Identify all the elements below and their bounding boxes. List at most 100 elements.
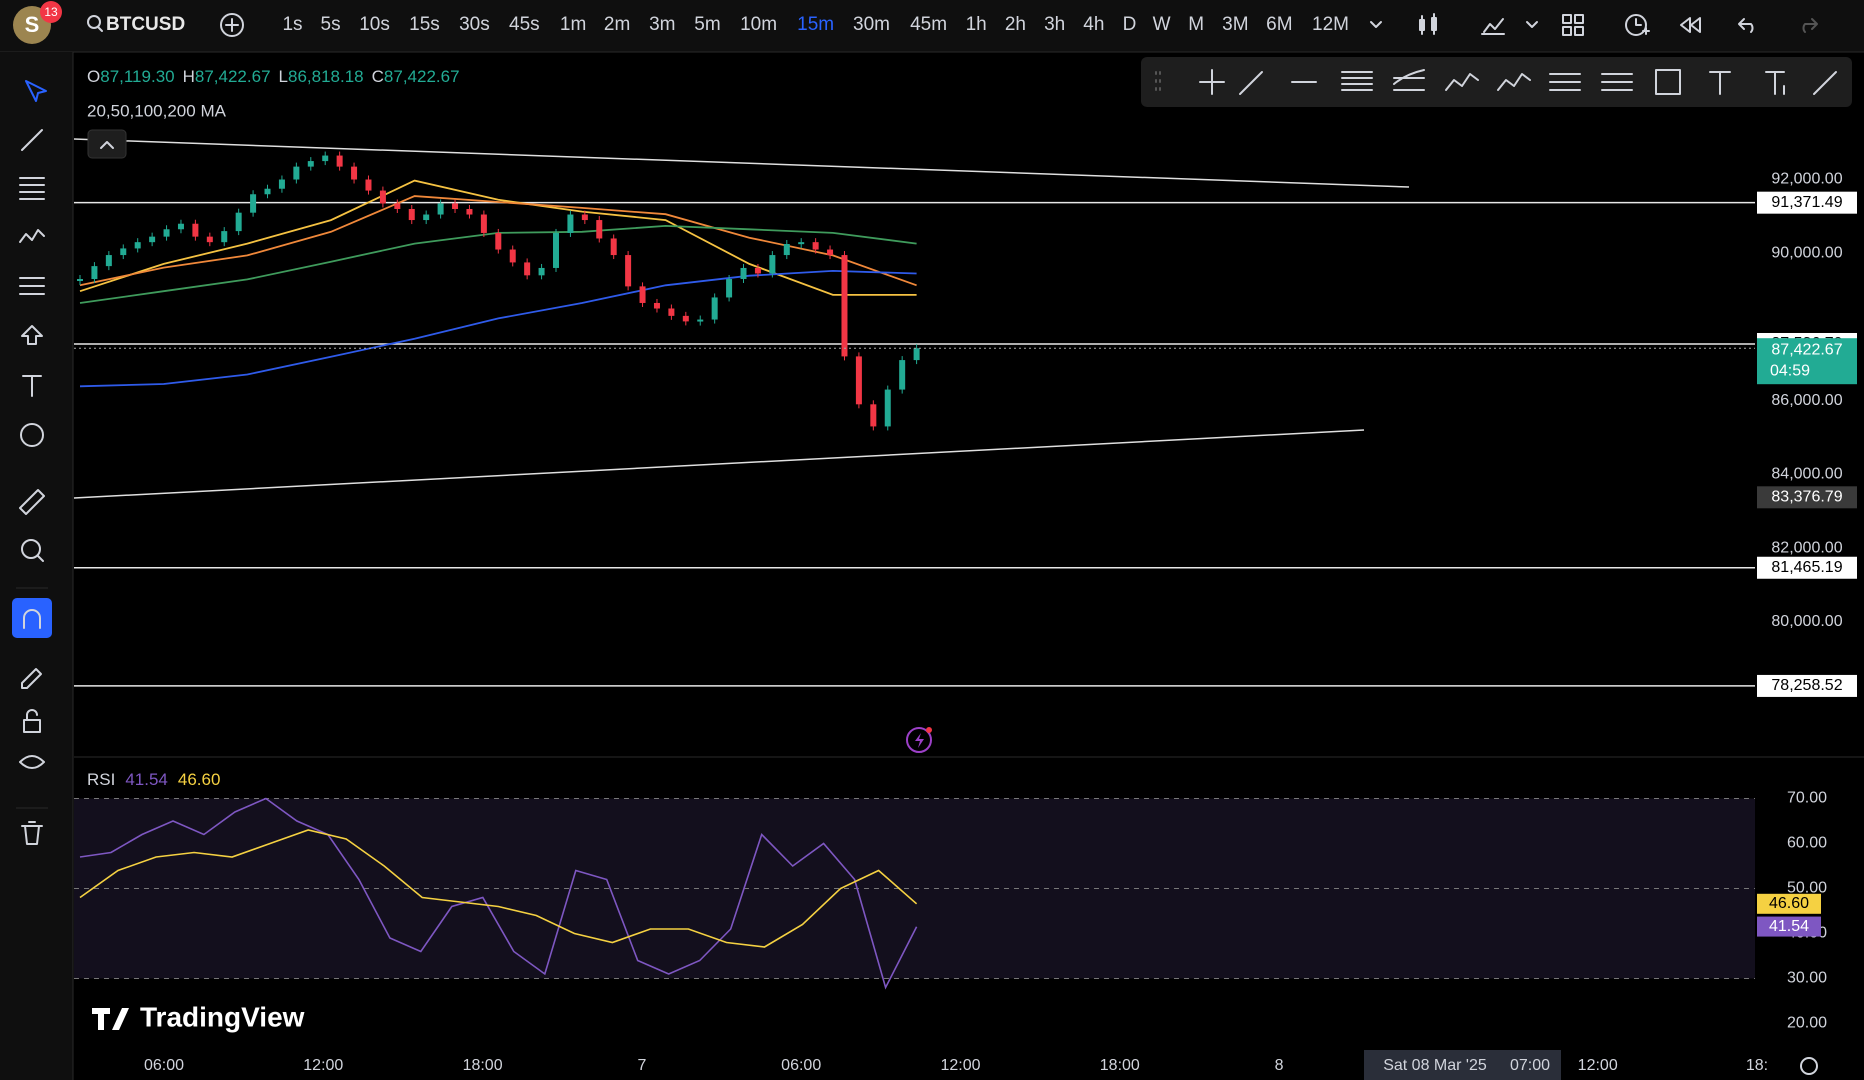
candle xyxy=(639,286,646,303)
interval[interactable]: 5s xyxy=(321,14,341,35)
candle xyxy=(466,208,473,215)
delete-tool[interactable] xyxy=(21,821,43,845)
ohlc-key: H xyxy=(183,67,195,86)
forecast-tool[interactable] xyxy=(1549,73,1581,91)
moving-average xyxy=(79,269,917,388)
interval[interactable]: 4h xyxy=(1083,14,1104,35)
anchored-text-tool[interactable] xyxy=(1765,71,1785,95)
time-label: 18:00 xyxy=(463,1057,503,1074)
candle xyxy=(91,266,98,280)
rsi-tick-label: 50.00 xyxy=(1787,880,1827,897)
visibility-tool[interactable] xyxy=(19,755,45,769)
interval[interactable]: 1m xyxy=(560,14,586,35)
text-tool[interactable] xyxy=(22,375,42,397)
interval[interactable]: 3M xyxy=(1222,14,1248,35)
watermark: TradingView xyxy=(140,1001,305,1032)
add-symbol[interactable] xyxy=(220,13,244,37)
interval[interactable]: M xyxy=(1188,14,1204,35)
measure-tool[interactable] xyxy=(19,489,45,515)
crosshair-time: 07:00 xyxy=(1510,1057,1550,1074)
y-tick-label: 80,000.00 xyxy=(1771,613,1842,630)
candle xyxy=(394,203,401,209)
abcd-tool[interactable] xyxy=(1497,73,1531,91)
interval[interactable]: 3m xyxy=(649,14,675,35)
interval[interactable]: 45m xyxy=(910,14,947,35)
interval[interactable]: 10s xyxy=(359,14,390,35)
zoom-tool[interactable] xyxy=(21,539,41,559)
y-tick-label: 86,000.00 xyxy=(1771,392,1842,409)
candle xyxy=(177,223,184,230)
interval[interactable]: 1h xyxy=(966,14,987,35)
line-tool[interactable] xyxy=(1239,71,1263,95)
lock-drawing-tool[interactable] xyxy=(21,668,42,689)
ohlc-value: 86,818.18 xyxy=(288,67,364,86)
trendline-tool[interactable] xyxy=(21,129,43,151)
crosshair-tool[interactable] xyxy=(1199,69,1225,95)
rsi-tick-label: 20.00 xyxy=(1787,1015,1827,1032)
interval-list: 1s 5s 10s 15s 30s 45s 1m 2m 3m 5m 10m 15m 30m 45m 1h 2h… xyxy=(282,14,1349,35)
fib-tool[interactable] xyxy=(19,177,45,200)
magnet-tool[interactable] xyxy=(12,598,52,638)
level-label: 78,258.52 xyxy=(1771,677,1842,694)
candle xyxy=(913,348,920,361)
moving-average xyxy=(79,195,917,287)
drawing-tools xyxy=(1155,69,1837,95)
interval[interactable]: 5m xyxy=(694,14,720,35)
candle xyxy=(884,389,891,427)
cursor-tool[interactable] xyxy=(25,80,47,102)
rectangle-tool[interactable] xyxy=(1655,69,1681,95)
candle xyxy=(206,236,213,243)
time-label: 06:00 xyxy=(144,1057,184,1074)
magnet-icon xyxy=(23,609,41,629)
lock-tool[interactable] xyxy=(23,709,41,733)
symbol[interactable]: BTCUSD xyxy=(106,14,185,35)
collapse-legend[interactable] xyxy=(87,129,127,159)
search-icon[interactable] xyxy=(87,15,103,32)
interval[interactable]: 15s xyxy=(409,14,440,35)
candle xyxy=(697,319,704,322)
pattern-tool[interactable] xyxy=(19,229,45,243)
forecast-tool[interactable] xyxy=(19,277,45,295)
settings-icon[interactable] xyxy=(1800,1057,1818,1075)
candle xyxy=(812,242,819,250)
rsi-line xyxy=(79,797,918,990)
trend-line[interactable] xyxy=(73,138,1410,188)
shapes-tool[interactable] xyxy=(21,325,43,345)
interval[interactable]: 2h xyxy=(1005,14,1026,35)
y-tick-label: 82,000.00 xyxy=(1771,539,1842,556)
candle xyxy=(192,223,199,237)
time-label: 12:00 xyxy=(940,1057,980,1074)
lightning-dot xyxy=(926,727,932,733)
interval[interactable]: 6M xyxy=(1266,14,1292,35)
brush-tool[interactable] xyxy=(1813,71,1837,95)
interval[interactable]: 3h xyxy=(1044,14,1065,35)
projection-tool[interactable] xyxy=(1601,73,1633,91)
candle xyxy=(120,248,127,256)
interval[interactable]: 1s xyxy=(282,14,302,35)
y-tick-label: 90,000.00 xyxy=(1771,244,1842,261)
interval[interactable]: 30s xyxy=(459,14,490,35)
interval[interactable]: 12M xyxy=(1312,14,1349,35)
interval[interactable]: 2m xyxy=(604,14,630,35)
price-label: 83,376.79 xyxy=(1771,489,1842,506)
interval[interactable]: 15m xyxy=(797,14,834,35)
interval[interactable]: W xyxy=(1153,14,1171,35)
interval[interactable]: 30m xyxy=(853,14,890,35)
top-bar xyxy=(0,0,1864,52)
text-tool[interactable] xyxy=(1709,71,1731,95)
interval[interactable]: D xyxy=(1123,14,1137,35)
candle xyxy=(552,232,559,268)
interval[interactable]: 10m xyxy=(740,14,777,35)
fib-channel-tool[interactable] xyxy=(1393,69,1425,91)
price-label-box xyxy=(1757,486,1857,509)
trend-line[interactable] xyxy=(73,429,1365,499)
more-intervals[interactable] xyxy=(1370,21,1382,28)
channel-tool[interactable] xyxy=(1341,71,1373,91)
interval[interactable]: 45s xyxy=(509,14,540,35)
emoji-tool[interactable] xyxy=(20,423,44,447)
xabcd-tool[interactable] xyxy=(1445,73,1479,91)
candle xyxy=(783,244,790,256)
lightning-glyph xyxy=(915,733,924,748)
lightning-icon[interactable] xyxy=(906,727,932,753)
